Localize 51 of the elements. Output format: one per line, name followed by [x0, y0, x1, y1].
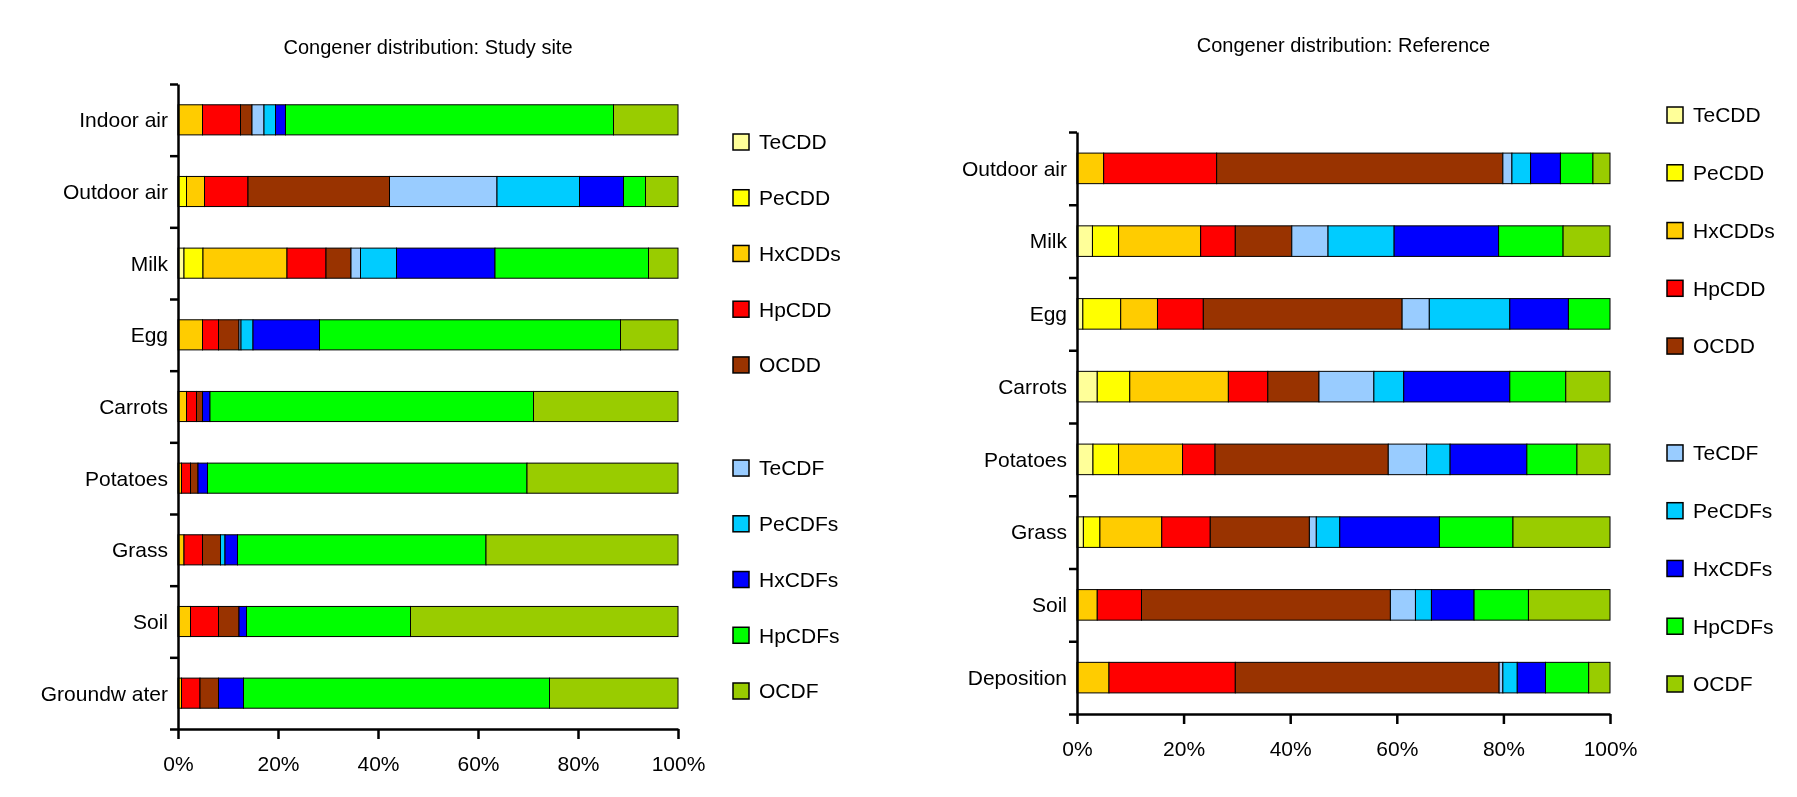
x-tick-label: 0%	[163, 752, 194, 776]
y-tick-label: Soil	[132, 609, 168, 633]
x-tick-label: 20%	[257, 752, 300, 776]
y-tick-label: Grass	[111, 538, 168, 562]
legend-label: HpCDD	[759, 297, 832, 321]
legend-label: PeCDFs	[759, 512, 839, 536]
legend-label: OCDD	[759, 353, 821, 377]
x-tick-label: 60%	[1376, 737, 1419, 761]
y-tick-label: Milk	[130, 251, 169, 275]
y-tick-label: Potatoes	[984, 447, 1067, 471]
x-tick-label: 0%	[1062, 737, 1093, 761]
legend-label: PeCDD	[759, 186, 831, 210]
x-tick-label: 40%	[357, 752, 400, 776]
y-tick-label: Grass	[1010, 520, 1067, 544]
y-tick-label: Carrots	[99, 394, 168, 418]
legend-label: PeCDD	[1693, 161, 1765, 185]
x-tick-label: 100%	[1583, 737, 1638, 761]
legend-label: HpCDFs	[759, 623, 840, 647]
y-tick-label: Egg	[130, 323, 168, 347]
y-tick-label: Milk	[1029, 229, 1068, 253]
legend-label: HxCDFs	[759, 567, 839, 591]
legend-label: HxCDDs	[1693, 218, 1775, 242]
y-tick-label: Egg	[1029, 302, 1067, 326]
legend-label: TeCDF	[759, 456, 825, 480]
legend-label: HxCDFs	[1693, 556, 1773, 580]
legend-label: TeCDD	[1693, 103, 1761, 127]
y-tick-label: Outdoor air	[961, 156, 1067, 180]
legend-label: HpCDFs	[1693, 614, 1774, 638]
legend-label: OCDD	[1693, 334, 1755, 358]
x-tick-label: 100%	[651, 752, 706, 776]
legend-label: PeCDFs	[1693, 499, 1773, 523]
y-tick-label: Potatoes	[85, 466, 168, 490]
x-tick-label: 20%	[1163, 737, 1206, 761]
chart-title: Congener distribution: Study site	[283, 36, 573, 58]
legend-label: OCDF	[759, 679, 819, 703]
y-tick-label: Groundw ater	[40, 681, 168, 705]
legend-label: OCDF	[1693, 672, 1753, 696]
x-tick-label: 80%	[557, 752, 600, 776]
chart-title: Congener distribution: Reference	[1196, 34, 1491, 56]
legend-label: HxCDDs	[759, 241, 841, 265]
x-tick-label: 40%	[1269, 737, 1312, 761]
y-tick-label: Indoor air	[79, 108, 168, 132]
x-tick-label: 80%	[1482, 737, 1525, 761]
y-tick-label: Deposition	[967, 665, 1067, 689]
x-tick-label: 60%	[457, 752, 500, 776]
legend-label: HpCDD	[1693, 276, 1766, 300]
y-tick-label: Carrots	[998, 374, 1067, 398]
legend-label: TeCDD	[759, 130, 827, 154]
legend-label: TeCDF	[1693, 441, 1759, 465]
y-tick-label: Outdoor air	[62, 179, 168, 203]
y-tick-label: Soil	[1031, 593, 1067, 617]
